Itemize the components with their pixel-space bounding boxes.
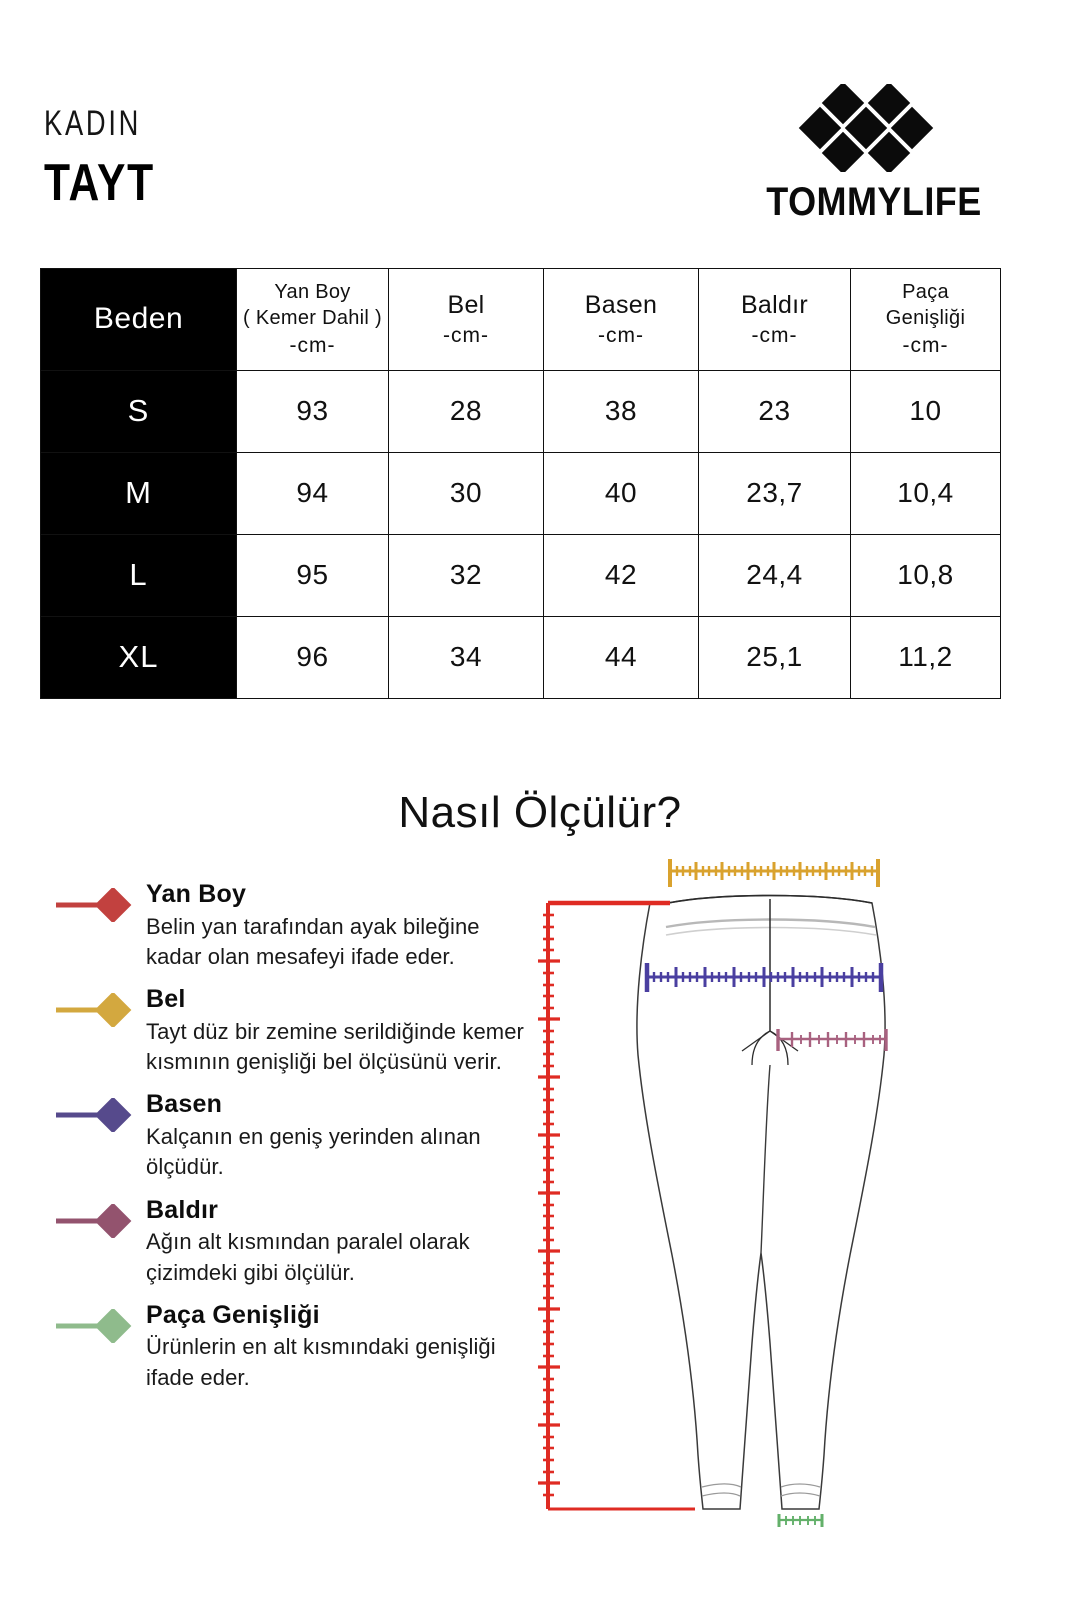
category-label: KADIN [44, 104, 142, 143]
cell-basen: 38 [543, 369, 699, 453]
diamond-marker-baldir-icon [56, 1203, 132, 1238]
header-cell-bel: Bel -cm- [388, 268, 544, 371]
gusset-detail [741, 1030, 799, 1066]
cell-baldir: 24,4 [698, 533, 851, 617]
waistband [667, 894, 873, 904]
cell-yan-boy: 94 [236, 451, 389, 535]
diamond-marker-bel-icon [56, 993, 132, 1028]
cell-baldir: 23,7 [698, 451, 851, 535]
header-cell-beden: Beden [40, 268, 237, 371]
legend-description: Ürünlerin en alt kısmındaki genişliği if… [146, 1334, 496, 1390]
basen-guide [644, 963, 884, 992]
legend-item-yan-boy: Yan Boy Belin yan tarafından ayak bileği… [56, 880, 526, 972]
header-basen-unit: -cm- [598, 323, 644, 347]
header-yan-boy-label: Yan Boy [274, 281, 351, 303]
cell-bel: 30 [388, 451, 544, 535]
header-paca-unit: -cm- [902, 333, 949, 357]
leggings-diagram-svg [538, 859, 888, 1527]
inseam-line [760, 1064, 771, 1254]
size-label: L [40, 533, 237, 617]
size-table: Beden Yan Boy ( Kemer Dahil ) -cm- Bel -… [40, 268, 1001, 699]
cell-paca: 11,2 [850, 615, 1001, 699]
ankle-hem-left [701, 1483, 742, 1497]
diamond-grid-icon [798, 84, 934, 172]
legend-description: Ağın alt kısmından paralel olarak çizimd… [146, 1229, 470, 1285]
legend-label: Bel [146, 985, 186, 1014]
legend-description: Belin yan tarafından ayak bileğine kadar… [146, 913, 480, 969]
legend-label: Paça Genişliği [146, 1300, 320, 1329]
header-cell-baldir: Baldır -cm- [698, 268, 851, 371]
header-paca-label: Paça [902, 281, 949, 303]
header-bel-unit: -cm- [443, 323, 489, 347]
size-label: XL [40, 615, 237, 699]
leggings-outline [636, 894, 886, 1510]
legend-label: Yan Boy [146, 880, 247, 908]
brand-logo: TOMMYLIFE [744, 84, 1004, 225]
legend-label: Baldır [146, 1195, 219, 1224]
legend-description: Kalçanın en geniş yerinden alınan ölçüdü… [146, 1123, 481, 1180]
cell-paca: 10,4 [850, 451, 1001, 535]
legend-item-bel: Bel Tayt düz bir zemine serildiğinde kem… [56, 985, 526, 1077]
table-row: M 94 30 40 23,7 10,4 [40, 451, 1001, 535]
diamond-marker-yan-boy-icon [56, 888, 132, 922]
header-baldir-label: Baldır [740, 290, 809, 319]
yan-boy-guide [538, 900, 695, 1511]
header-paca-sub: Genişliği [885, 307, 966, 330]
legend-item-paca: Paça Genişliği Ürünlerin en alt kısmında… [56, 1301, 526, 1393]
header-cell-paca: Paça Genişliği -cm- [850, 268, 1001, 371]
cell-bel: 28 [388, 369, 544, 453]
ankle-hem-right [780, 1483, 821, 1497]
diamond-marker-basen-icon [56, 1098, 132, 1133]
table-row: L 95 32 42 24,4 10,8 [40, 533, 1001, 617]
cell-paca: 10 [850, 369, 1001, 453]
leggings-technical-drawing [520, 855, 990, 1535]
cell-basen: 42 [543, 533, 699, 617]
title-block: KADIN TAYT [44, 106, 179, 209]
baldir-guide [776, 1029, 888, 1051]
bel-guide [668, 859, 880, 887]
measurement-legend: Yan Boy Belin yan tarafından ayak bileği… [56, 880, 526, 1406]
header-cell-yan-boy: Yan Boy ( Kemer Dahil ) -cm- [236, 268, 389, 371]
paca-guide [777, 1514, 824, 1527]
legend-item-basen: Basen Kalçanın en geniş yerinden alınan … [56, 1090, 526, 1182]
table-header-row: Beden Yan Boy ( Kemer Dahil ) -cm- Bel -… [40, 268, 1001, 371]
header-yan-boy-unit: -cm- [289, 333, 336, 357]
cell-bel: 32 [388, 533, 544, 617]
product-title: TAYT [44, 154, 155, 212]
cell-yan-boy: 93 [236, 369, 389, 453]
cell-baldir: 23 [698, 369, 851, 453]
header-baldir-unit: -cm- [751, 323, 798, 347]
page-header: KADIN TAYT TOMMYLIFE [0, 0, 1080, 250]
cell-yan-boy: 96 [236, 615, 389, 699]
cell-bel: 34 [388, 615, 544, 699]
table-row: S 93 28 38 23 10 [40, 369, 1001, 453]
header-cell-basen: Basen -cm- [543, 268, 699, 371]
size-label: S [40, 369, 237, 453]
cell-yan-boy: 95 [236, 533, 389, 617]
cell-paca: 10,8 [850, 533, 1001, 617]
legend-description: Tayt düz bir zemine serildiğinde kemer k… [146, 1018, 524, 1075]
cell-baldir: 25,1 [698, 615, 851, 699]
header-bel-label: Bel [447, 290, 485, 319]
legend-item-baldir: Baldır Ağın alt kısmından paralel olarak… [56, 1196, 526, 1288]
size-label: M [40, 451, 237, 535]
header-basen-label: Basen [584, 290, 658, 319]
diamond-marker-paca-icon [56, 1308, 132, 1343]
how-to-measure-title: Nasıl Ölçülür? [398, 788, 682, 837]
legend-label: Basen [146, 1090, 223, 1119]
cell-basen: 44 [543, 615, 699, 699]
header-yan-boy-sub: ( Kemer Dahil ) [243, 307, 382, 330]
table-row: XL 96 34 44 25,1 11,2 [40, 615, 1001, 699]
cell-basen: 40 [543, 451, 699, 535]
brand-name: TOMMYLIFE [766, 180, 982, 224]
